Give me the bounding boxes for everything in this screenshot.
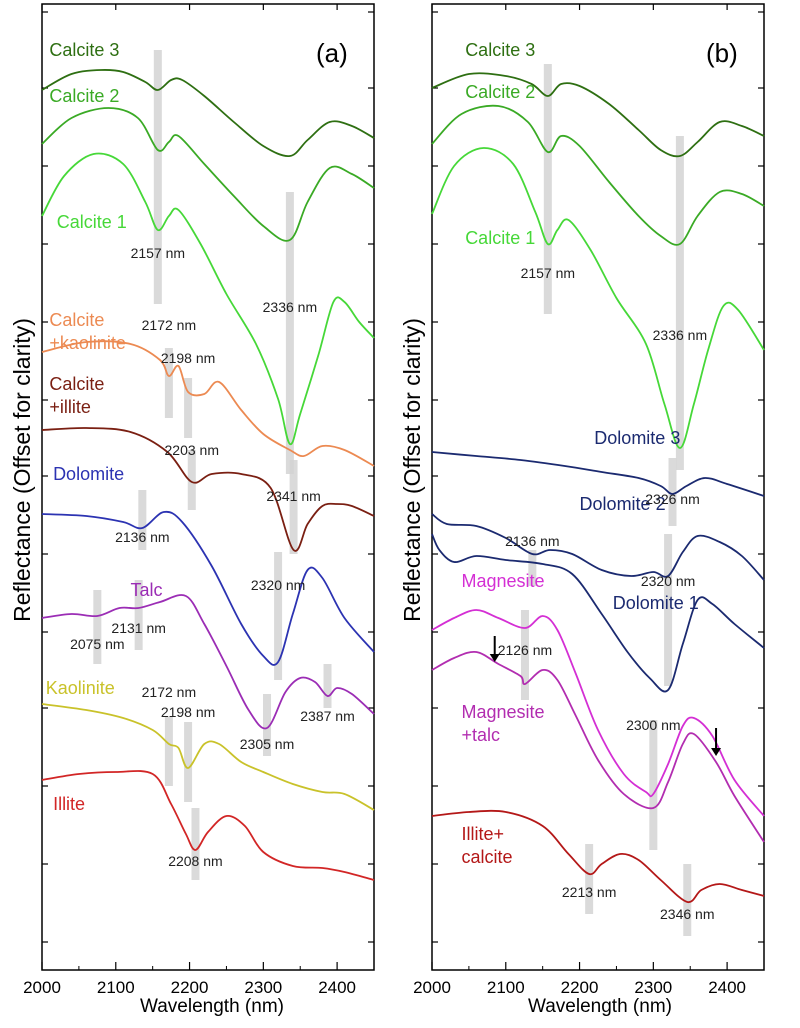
- panel-a: 2000 2100 2200 2300 2400 Calcite 3 Calcite 2 Ca…: [23, 3, 375, 997]
- wavelength-annotation: 2157 nm: [521, 265, 575, 281]
- series-label: Calcite 3: [465, 40, 535, 60]
- spectrum-line: [41, 703, 375, 811]
- spectrum-line: [41, 107, 375, 242]
- series-label: Kaolinite: [46, 678, 115, 698]
- spectrum-line: [41, 427, 375, 552]
- x-tick-label: 2000: [23, 978, 61, 997]
- x-axis-label: Wavelength (nm): [140, 996, 284, 1017]
- spectrum-line: [431, 609, 765, 817]
- x-tick-label: 2400: [708, 978, 746, 997]
- series-label: +illite: [49, 397, 91, 417]
- wavelength-annotation: 2213 nm: [562, 884, 616, 900]
- spectrum-line: [431, 809, 765, 903]
- series-label: +talc: [462, 725, 501, 745]
- wavelength-annotation: 2326 nm: [645, 491, 699, 507]
- arrow-head: [489, 654, 500, 662]
- wavelength-annotation: 2131 nm: [111, 620, 165, 636]
- wavelength-annotation: 2126 nm: [498, 642, 552, 658]
- series-label: Calcite: [49, 374, 104, 394]
- series-label: Magnesite: [462, 702, 545, 722]
- series-label: Illite+: [462, 824, 505, 844]
- wavelength-annotation: 2203 nm: [165, 442, 219, 458]
- x-tick-label: 2200: [171, 978, 209, 997]
- wavelength-annotation: 2346 nm: [660, 906, 714, 922]
- wavelength-annotation: 2320 nm: [641, 573, 695, 589]
- wavelength-annotation: 2198 nm: [161, 704, 215, 720]
- spectrum-line: [41, 69, 375, 157]
- wavelength-annotation: 2157 nm: [131, 245, 185, 261]
- wavelength-annotation: 2387 nm: [300, 708, 354, 724]
- spectrum-line: [431, 533, 765, 693]
- wavelength-annotation: 2341 nm: [266, 488, 320, 504]
- wavelength-annotation: 2136 nm: [115, 529, 169, 545]
- spectrum-line: [41, 340, 375, 467]
- x-tick-label: 2200: [561, 978, 599, 997]
- wavelength-annotation: 2172 nm: [142, 317, 196, 333]
- series-label: Calcite 3: [49, 40, 119, 60]
- wavelength-annotation: 2075 nm: [70, 636, 124, 652]
- y-axis-label-b: Reflectance (Offset for clarity): [399, 318, 425, 622]
- x-tick-label: 2300: [634, 978, 672, 997]
- x-tick-label: 2400: [318, 978, 356, 997]
- series-label: Dolomite 3: [594, 428, 680, 448]
- wavelength-annotation: 2136 nm: [505, 533, 559, 549]
- spectrum-line: [41, 594, 375, 730]
- x-tick-label: 2100: [487, 978, 525, 997]
- wavelength-annotation: 2320 nm: [251, 577, 305, 593]
- series-label: Magnesite: [462, 571, 545, 591]
- x-tick-label: 2000: [413, 978, 451, 997]
- series-label: Calcite 1: [57, 212, 127, 232]
- wavelength-annotation: 2305 nm: [240, 736, 294, 752]
- panel-b: 2000 2100 2200 2300 2400 Calcite 3 Calcite 2 Ca…: [413, 3, 765, 997]
- wavelength-annotation: 2336 nm: [653, 327, 707, 343]
- plot-frame-b: [431, 3, 765, 971]
- series-label: Talc: [131, 580, 163, 600]
- x-tick-label: 2300: [244, 978, 282, 997]
- spectrum-line: [431, 104, 765, 246]
- spectrum-line: [431, 147, 765, 449]
- series-label: calcite: [462, 847, 513, 867]
- wavelength-annotation: 2208 nm: [168, 853, 222, 869]
- y-axis-label: Reflectance (Offset for clarity): [9, 318, 35, 622]
- plot-frame-a: [41, 3, 375, 971]
- spectrum-line: [431, 72, 765, 158]
- x-axis-label-b: Wavelength (nm): [528, 996, 672, 1017]
- arrow-head: [711, 748, 722, 756]
- wavelength-annotation: 2172 nm: [142, 684, 196, 700]
- series-label: Dolomite: [53, 464, 124, 484]
- series-label: Illite: [53, 794, 85, 814]
- spectrum-line: [431, 513, 765, 581]
- panel-label: (a): [316, 38, 348, 68]
- series-label: Calcite 2: [465, 82, 535, 102]
- x-tick-label: 2100: [97, 978, 135, 997]
- series-label: Dolomite 2: [580, 494, 666, 514]
- wavelength-annotation: 2198 nm: [161, 350, 215, 366]
- wavelength-annotation: 2336 nm: [263, 299, 317, 315]
- series-label: Calcite 2: [49, 86, 119, 106]
- spectrum-line: [41, 510, 375, 666]
- series-label: Dolomite 1: [613, 593, 699, 613]
- panel-label: (b): [706, 38, 738, 68]
- wavelength-annotation: 2300 nm: [626, 717, 680, 733]
- spectrum-line: [431, 650, 765, 843]
- spectrum-line: [41, 152, 375, 445]
- series-label: Calcite 1: [465, 228, 535, 248]
- series-label: +kaolinite: [49, 333, 126, 353]
- series-label: Calcite: [49, 310, 104, 330]
- spectrum-line: [41, 770, 375, 881]
- spectrum-line: [431, 451, 765, 497]
